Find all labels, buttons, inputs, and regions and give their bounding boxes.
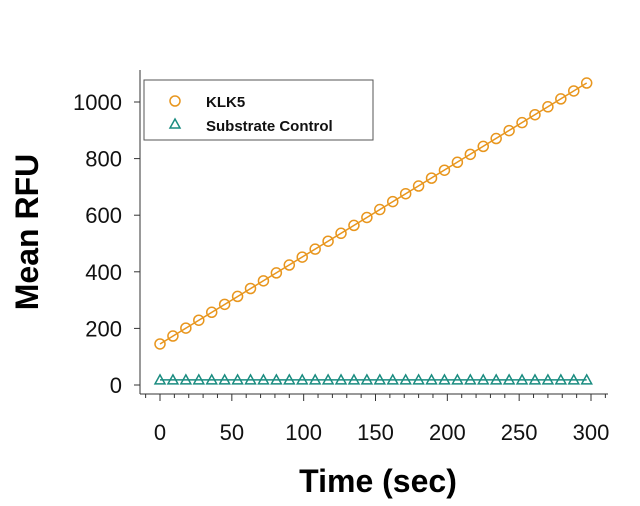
y-axis-label: Mean RFU xyxy=(9,154,45,310)
data-point-substrate-control xyxy=(412,373,425,385)
data-point-klk5 xyxy=(374,203,386,216)
data-point-substrate-control xyxy=(580,373,593,385)
data-point-substrate-control xyxy=(489,373,503,385)
x-tick-label: 200 xyxy=(429,420,466,445)
data-point-klk5 xyxy=(425,172,438,184)
data-point-substrate-control xyxy=(295,373,309,385)
data-point-klk5 xyxy=(205,306,218,319)
data-point-substrate-control xyxy=(257,373,270,385)
data-point-klk5 xyxy=(167,330,179,342)
data-point-substrate-control xyxy=(283,373,296,385)
data-point-klk5 xyxy=(335,227,347,240)
data-point-klk5 xyxy=(568,85,580,97)
data-point-substrate-control xyxy=(425,373,438,385)
data-point-klk5 xyxy=(296,251,308,263)
legend-marker-klk5 xyxy=(169,95,181,107)
data-point-substrate-control xyxy=(373,373,387,385)
data-point-klk5 xyxy=(180,322,192,334)
y-tick-label: 0 xyxy=(110,373,122,398)
data-point-substrate-control xyxy=(321,373,335,385)
axes: 0 200 400 600 800 1000 0 50 100 150 200 250 300 xyxy=(73,70,609,445)
data-point-substrate-control xyxy=(528,373,542,385)
data-point-klk5 xyxy=(270,267,283,279)
x-tick-label: 100 xyxy=(285,420,322,445)
legend-marker-substrate-control xyxy=(168,117,182,129)
data-point-klk5 xyxy=(386,195,399,208)
data-point-substrate-control xyxy=(205,373,218,385)
data-point-klk5 xyxy=(348,219,360,232)
data-point-substrate-control xyxy=(567,373,581,385)
data-point-substrate-control xyxy=(179,373,193,385)
data-point-substrate-control xyxy=(451,373,464,385)
y-tick-label: 600 xyxy=(85,203,122,228)
data-point-substrate-control xyxy=(153,373,167,385)
data-point-substrate-control xyxy=(386,373,400,385)
data-point-klk5 xyxy=(555,93,567,105)
data-point-substrate-control xyxy=(166,373,180,385)
data-point-klk5 xyxy=(438,164,451,176)
x-tick-label: 300 xyxy=(573,420,610,445)
data-point-klk5 xyxy=(218,298,231,311)
data-point-substrate-control xyxy=(438,373,451,385)
x-tick-label: 50 xyxy=(220,420,244,445)
fit-line-klk5 xyxy=(159,82,588,345)
data-point-klk5 xyxy=(257,275,270,287)
data-point-substrate-control xyxy=(541,373,555,385)
data-point-substrate-control xyxy=(231,373,244,385)
data-point-klk5 xyxy=(529,108,541,121)
legend-label-klk5: KLK5 xyxy=(206,94,245,111)
data-point-klk5 xyxy=(283,259,296,271)
y-tick-label: 400 xyxy=(85,260,122,285)
x-tick-label: 150 xyxy=(357,420,394,445)
data-point-klk5 xyxy=(154,338,166,350)
y-tick-label: 200 xyxy=(85,316,122,341)
y-tick-label: 1000 xyxy=(73,90,122,115)
data-point-klk5 xyxy=(503,124,515,137)
data-point-substrate-control xyxy=(308,373,322,385)
data-point-klk5 xyxy=(322,235,334,247)
legend-label-substrate-control: Substrate Control xyxy=(206,118,333,135)
data-point-substrate-control xyxy=(476,373,490,385)
data-point-substrate-control xyxy=(244,373,257,385)
legend: KLK5 Substrate Control xyxy=(143,79,374,141)
data-point-substrate-control xyxy=(515,373,529,385)
data-point-substrate-control xyxy=(502,373,516,385)
x-tick-label: 0 xyxy=(154,420,166,445)
data-point-klk5 xyxy=(231,290,244,303)
data-point-substrate-control xyxy=(464,373,477,385)
data-point-klk5 xyxy=(464,148,477,161)
data-point-klk5 xyxy=(193,314,205,326)
x-axis-label: Time (sec) xyxy=(299,463,457,499)
data-point-substrate-control xyxy=(334,373,348,385)
data-point-klk5 xyxy=(244,282,257,295)
data-point-klk5 xyxy=(399,187,412,200)
data-point-substrate-control xyxy=(554,373,568,385)
marks xyxy=(153,77,593,385)
data-point-klk5 xyxy=(477,140,489,153)
y-tick-label: 800 xyxy=(85,147,122,172)
data-point-substrate-control xyxy=(399,373,412,385)
data-point-klk5 xyxy=(361,211,373,224)
data-point-substrate-control xyxy=(218,373,231,385)
data-point-substrate-control xyxy=(270,373,283,385)
data-point-klk5 xyxy=(490,132,502,145)
data-point-klk5 xyxy=(542,101,554,113)
data-point-substrate-control xyxy=(347,373,361,385)
data-point-klk5 xyxy=(309,243,321,255)
data-point-substrate-control xyxy=(360,373,374,385)
legend-box xyxy=(143,79,374,141)
x-tick-label: 250 xyxy=(501,420,538,445)
data-point-klk5 xyxy=(412,180,425,192)
data-point-substrate-control xyxy=(192,373,206,385)
data-point-klk5 xyxy=(580,77,593,89)
data-point-klk5 xyxy=(516,116,528,129)
data-point-klk5 xyxy=(451,156,464,169)
